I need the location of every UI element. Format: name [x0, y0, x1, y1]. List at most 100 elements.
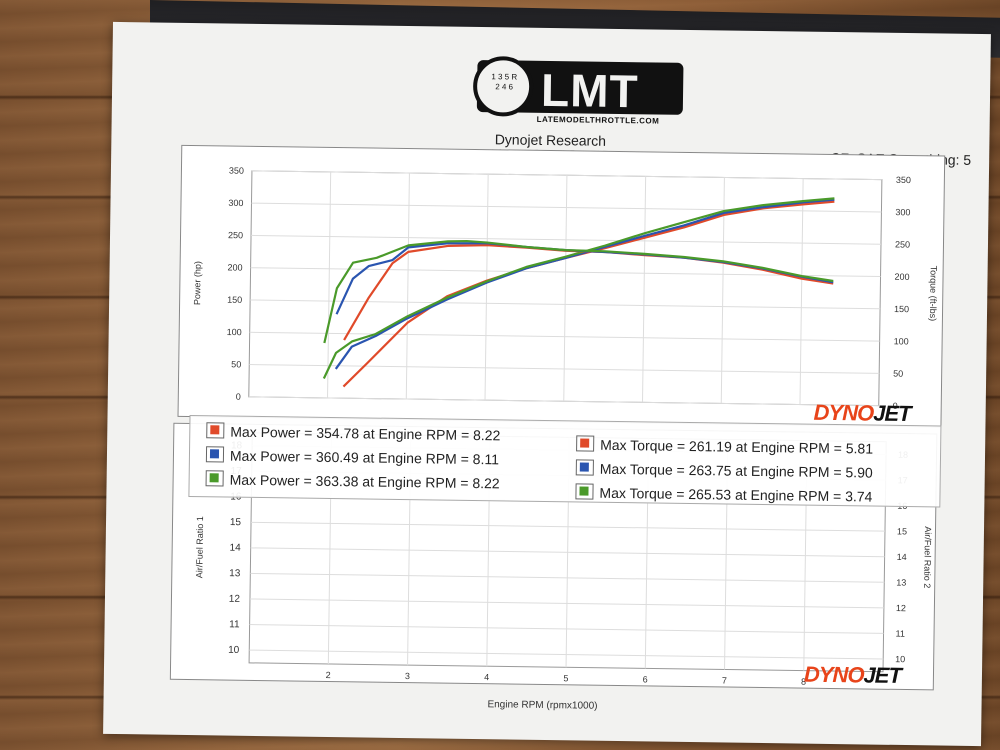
y-tick-label: 250 [228, 230, 243, 240]
y2-tick-label: 12 [896, 603, 906, 613]
legend-entry: Max Power = 354.78 at Engine RPM = 8.22 [206, 422, 500, 443]
legend-swatch-fill [210, 425, 220, 435]
grid-line [327, 171, 332, 398]
logo-url: LATEMODELTHROTTLE.COM [536, 114, 660, 126]
y2-tick-label: 150 [894, 304, 909, 314]
x-axis-label: Engine RPM (rpmx1000) [487, 699, 598, 712]
logo-text: LMT [540, 63, 639, 118]
power-torque-chart-panel: 0 50 100 150 200 250 300 350 0 50 100 150 200 250 300 3… [177, 144, 946, 428]
y2-axis-label: Air/Fuel Ratio 2 [922, 526, 933, 588]
y-axis-label: Air/Fuel Ratio 1 [194, 516, 205, 578]
legend-entry: Max Torque = 261.19 at Engine RPM = 5.81 [576, 435, 874, 457]
power-line-green [322, 197, 835, 379]
y-tick-label: 14 [229, 543, 241, 554]
y-tick-label: 50 [231, 359, 241, 369]
y2-tick-label: 14 [897, 552, 907, 562]
legend-swatch [575, 459, 594, 476]
grid-line [251, 234, 881, 245]
legend-text: Max Torque = 263.75 at Engine RPM = 5.90 [599, 460, 873, 481]
grid-line [250, 299, 881, 310]
dyno-sheet: 1 3 5 R 2 4 6 LMT LATEMODELTHROTTLE.COM … [103, 21, 991, 747]
grid-line [249, 624, 884, 634]
legend-swatch [205, 470, 224, 487]
legend-swatch-fill [209, 449, 220, 459]
x-tick-label: 5 [563, 673, 568, 683]
y2-tick-label: 100 [894, 336, 909, 346]
lmt-logo: 1 3 5 R 2 4 6 LMT LATEMODELTHROTTLE.COM [472, 55, 684, 127]
legend-entry: Max Power = 363.38 at Engine RPM = 8.22 [205, 470, 500, 492]
y-tick-label: 15 [230, 517, 242, 528]
grid-line [405, 173, 410, 400]
legend-text: Max Torque = 261.19 at Engine RPM = 5.81 [600, 436, 874, 457]
legend-swatch-fill [579, 486, 589, 496]
y2-tick-label: 0 [893, 401, 898, 411]
y-tick-label: 11 [229, 619, 240, 630]
power-line-blue [334, 198, 835, 370]
grid-line [249, 649, 884, 660]
x-tick-label: 6 [643, 674, 648, 684]
dynojet-dyno: DYNO [803, 661, 864, 688]
grid-line [250, 547, 885, 558]
legend-swatch [206, 422, 225, 439]
legend-text: Max Power = 354.78 at Engine RPM = 8.22 [230, 423, 501, 444]
grid-line [250, 572, 885, 583]
y2-tick-label: 200 [894, 272, 909, 282]
legend-swatch [575, 483, 594, 500]
grid-line [799, 178, 804, 405]
grid-line [249, 331, 880, 342]
legend-entry: Max Power = 360.49 at Engine RPM = 8.11 [205, 446, 500, 468]
logo-shift-pattern: 1 3 5 R 2 4 6 [491, 72, 518, 92]
y2-tick-label: 13 [896, 577, 906, 587]
x-tick-label: 7 [722, 675, 727, 685]
grid-line [251, 170, 882, 181]
legend-entry: Max Torque = 263.75 at Engine RPM = 5.90 [575, 459, 873, 481]
legend-swatch [205, 446, 225, 463]
grid-line [249, 364, 880, 374]
x-tick-label: 2 [326, 670, 331, 680]
y2-tick-label: 15 [897, 526, 907, 536]
y-tick-label: 200 [227, 262, 242, 272]
x-tick-label: 4 [484, 672, 489, 682]
y2-tick-label: 350 [896, 175, 911, 185]
y2-tick-label: 300 [895, 207, 910, 217]
y-tick-label: 150 [227, 295, 242, 305]
dynojet-dyno: DYNO [813, 399, 874, 426]
grid-line [248, 396, 879, 407]
y-tick-label: 350 [229, 166, 244, 176]
legend-text: Max Power = 360.49 at Engine RPM = 8.11 [229, 447, 500, 468]
legend-swatch-fill [580, 438, 590, 448]
dynojet-watermark-top: DYNOJET [813, 400, 910, 427]
grid-line [251, 202, 882, 213]
legend-swatch-fill [579, 462, 589, 472]
y-tick-label: 0 [236, 392, 241, 402]
dynojet-jet: JET [873, 400, 911, 427]
legend-text: Max Torque = 265.53 at Engine RPM = 3.74 [599, 484, 873, 505]
x-tick-label: 3 [405, 671, 410, 681]
grid-line [250, 267, 881, 278]
legend-swatch [576, 435, 595, 452]
y2-tick-label: 250 [895, 239, 910, 249]
y-tick-label: 13 [229, 568, 241, 579]
legend-entry: Max Torque = 265.53 at Engine RPM = 3.74 [575, 483, 873, 505]
chart-legend: Max Power = 354.78 at Engine RPM = 8.22 M… [188, 415, 942, 508]
y-tick-label: 100 [227, 327, 242, 337]
legend-text: Max Power = 363.38 at Engine RPM = 8.22 [229, 471, 500, 492]
x-tick-label: 8 [801, 677, 806, 687]
grid-line [642, 176, 647, 403]
legend-swatch-fill [209, 473, 219, 483]
grid-line [484, 174, 489, 401]
y-tick-label: 12 [229, 594, 241, 605]
dynojet-watermark-bottom: DYNOJET [804, 662, 901, 689]
y2-axis-label: Torque (ft-lbs) [928, 266, 939, 322]
y2-tick-label: 10 [895, 654, 905, 664]
y2-tick-label: 50 [893, 369, 903, 379]
power-torque-chart: 0 50 100 150 200 250 300 350 0 50 100 150 200 250 300 3… [192, 166, 939, 411]
y-axis-label: Power (hp) [192, 261, 203, 305]
dynojet-jet: JET [863, 662, 902, 688]
grid-line [249, 598, 884, 609]
grid-line [251, 521, 885, 532]
y2-tick-label: 11 [895, 629, 904, 639]
y-tick-label: 300 [228, 198, 243, 208]
grid-line [563, 175, 568, 402]
y-tick-label: 10 [228, 645, 240, 656]
